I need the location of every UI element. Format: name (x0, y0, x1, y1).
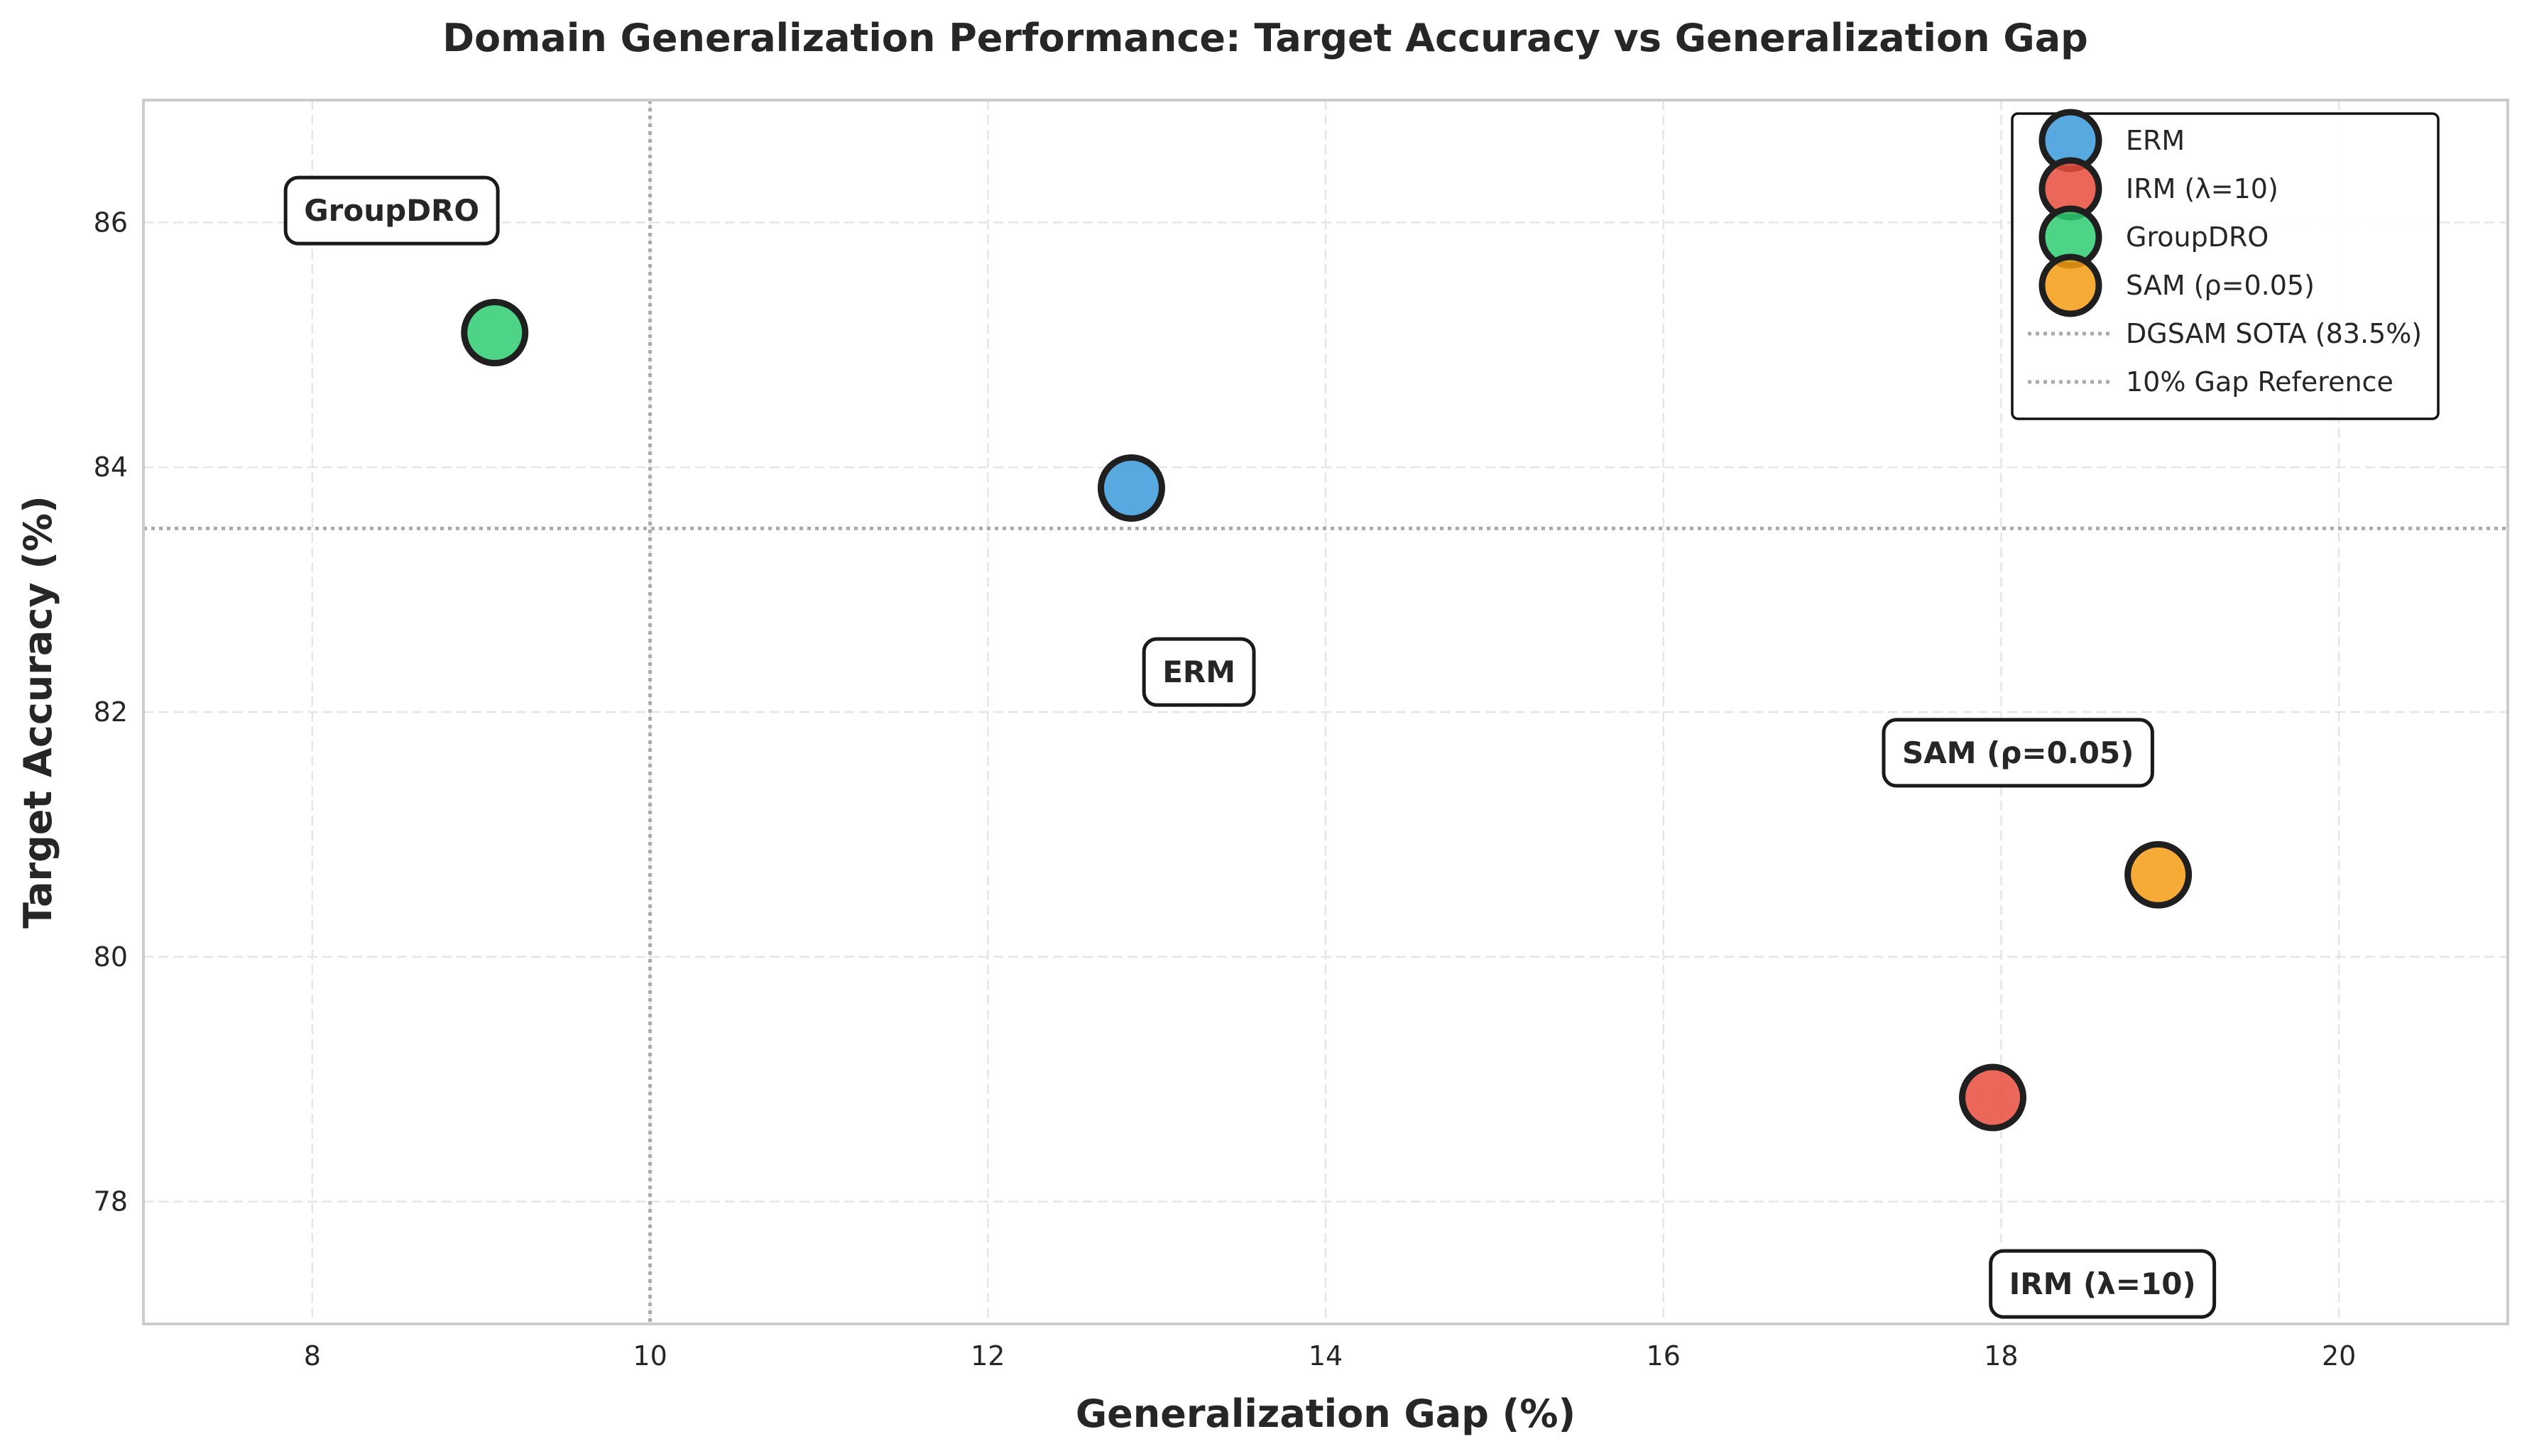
legend: ERM IRM (λ=10) GroupDRO SAM (ρ=0.05) DGSAM S… (2011, 109, 2440, 420)
legend-label: IRM (λ=10) (2126, 173, 2278, 204)
x-tick-label: 8 (304, 1340, 321, 1372)
annotation-label: GroupDRO (304, 193, 479, 228)
legend-entry: SAM (ρ=0.05) (2038, 253, 2315, 317)
point-annotation: IRM (λ=10) (1989, 1249, 2217, 1319)
x-tick-label: 16 (1647, 1340, 1681, 1372)
legend-entry: DGSAM SOTA (83.5%) (2028, 318, 2422, 349)
x-tick-label: 12 (971, 1340, 1005, 1372)
y-tick-label: 86 (94, 207, 128, 238)
data-points (461, 299, 2193, 1132)
legend-label: ERM (2126, 125, 2185, 156)
legend-label: 10% Gap Reference (2126, 366, 2393, 398)
annotation-box (1989, 1249, 2217, 1319)
x-tick-label: 14 (1309, 1340, 1343, 1372)
x-tick-label: 18 (1984, 1340, 2018, 1372)
data-point (2124, 841, 2193, 909)
tick-labels: 8 10 12 14 16 18 20 78 80 82 84 86 (94, 207, 2357, 1372)
chart-title: Domain Generalization Performance: Targe… (442, 16, 2088, 60)
y-tick-label: 80 (94, 941, 128, 973)
x-axis-label: Generalization Gap (%) (1076, 1391, 1576, 1436)
annotation-label: IRM (λ=10) (2009, 1266, 2196, 1301)
legend-label: DGSAM SOTA (83.5%) (2126, 318, 2422, 349)
legend-box (2011, 112, 2440, 420)
legend-entry: GroupDRO (2038, 205, 2269, 269)
point-annotation: ERM (1142, 637, 1256, 707)
y-tick-label: 82 (94, 696, 128, 728)
legend-entry: IRM (λ=10) (2038, 157, 2278, 221)
y-tick-label: 84 (94, 451, 128, 483)
legend-marker (2038, 253, 2102, 317)
annotation-box (1882, 718, 2154, 788)
annotation-box (283, 175, 500, 246)
y-tick-label: 78 (94, 1186, 128, 1217)
point-annotation: GroupDRO (283, 175, 500, 246)
data-point (461, 299, 529, 367)
reference-lines (143, 100, 2508, 1324)
annotations: ERM IRM (λ=10) GroupDRO SAM (ρ=0.05) (283, 175, 2217, 1319)
annotation-box (1142, 637, 1256, 707)
annotation-label: ERM (1162, 655, 1235, 689)
y-axis-label: Target Accuracy (%) (16, 496, 60, 929)
x-tick-label: 10 (633, 1340, 667, 1372)
data-point (1097, 454, 1165, 522)
annotation-label: SAM (ρ=0.05) (1902, 735, 2134, 770)
point-annotation: SAM (ρ=0.05) (1882, 718, 2154, 788)
legend-label: SAM (ρ=0.05) (2126, 270, 2315, 301)
x-tick-label: 20 (2322, 1340, 2356, 1372)
data-point (1959, 1063, 2027, 1132)
legend-label: GroupDRO (2126, 221, 2269, 253)
legend-entry: 10% Gap Reference (2028, 366, 2393, 398)
plot-frame (142, 99, 2509, 1325)
